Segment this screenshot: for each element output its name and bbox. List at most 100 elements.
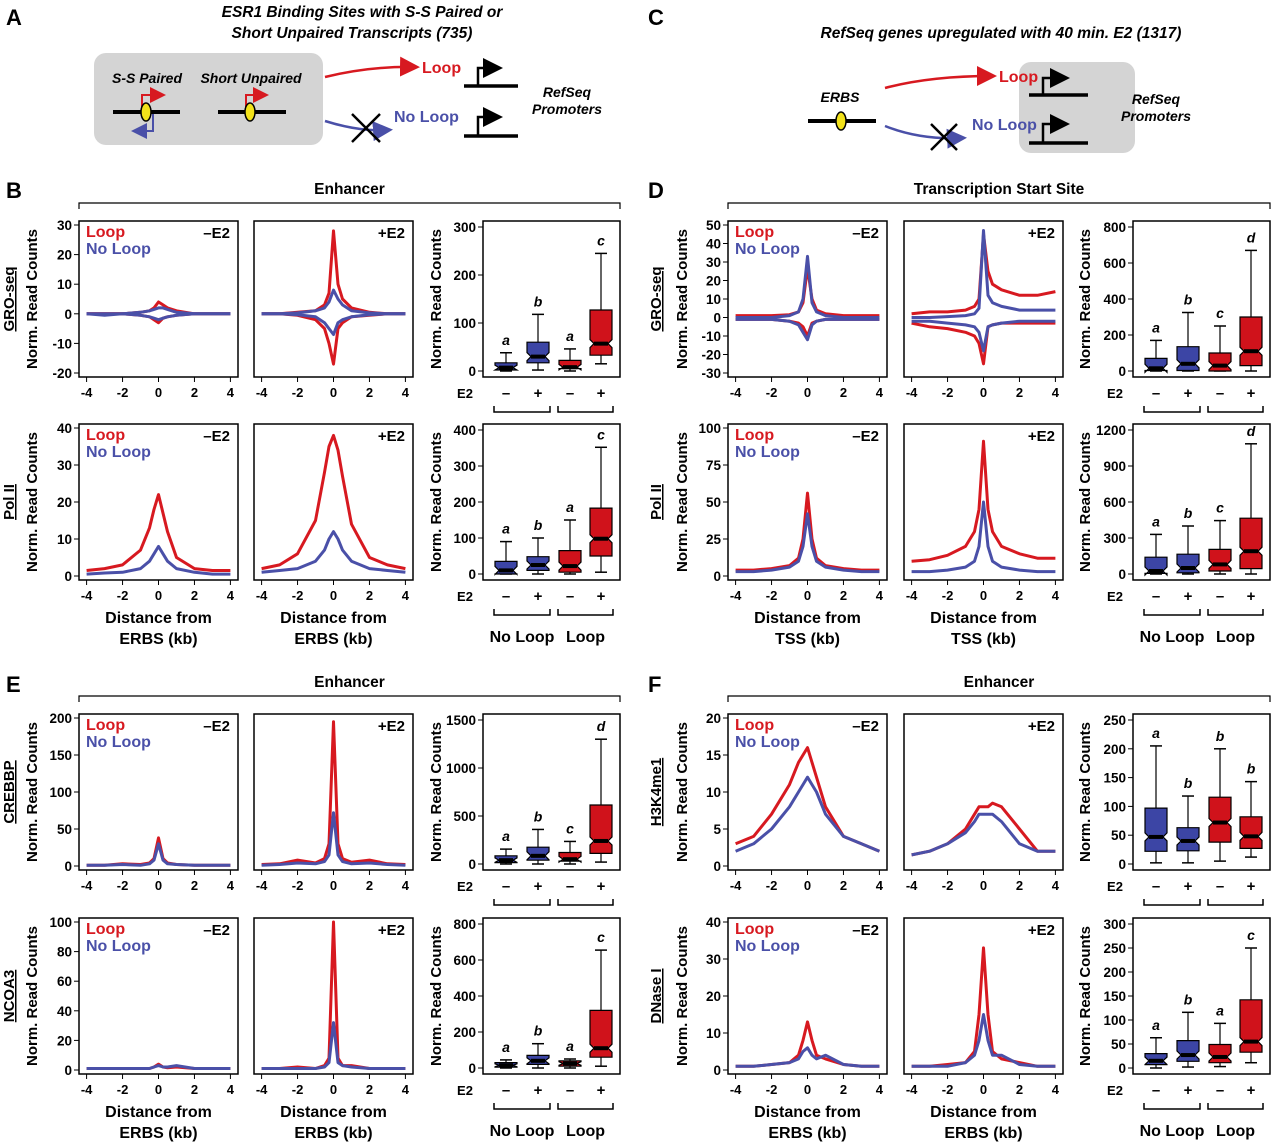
- x-tick-label: 0: [980, 878, 987, 893]
- group-label: No Loop: [1140, 629, 1205, 646]
- y-tick-label: 100: [453, 531, 476, 546]
- x-axis-label: Distance from: [754, 1104, 861, 1121]
- significance-letter: a: [502, 521, 510, 537]
- y-axis-label: Norm. Read Counts: [674, 229, 691, 369]
- e2-sign: –: [502, 878, 510, 895]
- condition-label: +E2: [378, 428, 405, 445]
- legend-loop: Loop: [86, 717, 125, 734]
- e2-sign: –: [1152, 385, 1160, 402]
- x-tick-label: 2: [840, 1082, 847, 1097]
- y-tick-label: 75: [706, 458, 722, 473]
- significance-letter: c: [597, 929, 605, 945]
- x-tick-label: -2: [766, 385, 778, 400]
- series-line-no-loop: [911, 1013, 1056, 1068]
- x-axis-label: Distance from: [930, 1104, 1037, 1121]
- legend-loop: Loop: [735, 224, 774, 241]
- x-tick-label: 4: [227, 588, 235, 603]
- x-tick-label: 2: [366, 588, 373, 603]
- promoter-icon: [1029, 114, 1088, 145]
- significance-letter: b: [1184, 991, 1193, 1007]
- box-loop-plus-e2: [1239, 999, 1263, 1053]
- significance-letter: b: [534, 1023, 543, 1039]
- y-tick-label: 30: [706, 255, 721, 270]
- x-tick-label: 4: [876, 385, 884, 400]
- y-tick-label: 0: [1118, 364, 1126, 379]
- group-bracket: [557, 406, 614, 413]
- y-tick-label: 20: [706, 989, 721, 1004]
- x-tick-label: 0: [155, 588, 162, 603]
- x-tick-label: 2: [840, 588, 847, 603]
- e2-sign: +: [534, 1082, 543, 1099]
- x-tick-label: 2: [1016, 878, 1023, 893]
- panel-label: F: [648, 672, 661, 697]
- e2-sign: –: [566, 878, 574, 895]
- x-tick-label: -2: [117, 1082, 129, 1097]
- significance-letter: c: [597, 232, 605, 248]
- y-tick-label: 150: [1103, 989, 1126, 1004]
- y-tick-label: 30: [57, 458, 72, 473]
- e2-sign: +: [597, 1082, 606, 1099]
- plot-frame: [78, 220, 239, 378]
- promoter-group-box: [1019, 62, 1135, 153]
- series-line-no-loop-antisense: [86, 312, 231, 322]
- y-axis-label: Norm. Read Counts: [24, 432, 41, 572]
- x-tick-label: 4: [876, 588, 884, 603]
- e2-sign: +: [1247, 878, 1256, 895]
- y-tick-label: 100: [49, 915, 72, 930]
- y-tick-label: 30: [706, 952, 721, 967]
- e2-label: E2: [457, 1083, 473, 1098]
- e2-label: E2: [457, 879, 473, 894]
- y-axis-label: Norm. Read Counts: [428, 229, 445, 369]
- boxplot: Norm. Read Counts 0 200 400 600 800 E2 a – b + c – d +: [1077, 220, 1271, 413]
- y-tick-label: 400: [453, 989, 476, 1004]
- x-tick-label: -4: [81, 878, 93, 893]
- chart-row-f-h3k4me1: F Enhancer Norm. Read Counts H3K4me1 0 5 10 15 2…: [648, 672, 1271, 906]
- y-tick-label: 40: [57, 1004, 72, 1019]
- series-line-no-loop-antisense: [911, 319, 1056, 353]
- y-tick-label: 250: [1103, 713, 1126, 728]
- panel-a-title-line2: Short Unpaired Transcripts (735): [232, 25, 473, 42]
- assay-label: GRO-seq: [648, 266, 665, 331]
- e2-sign: –: [1216, 588, 1224, 605]
- e2-label: E2: [457, 589, 473, 604]
- x-tick-label: 0: [330, 385, 337, 400]
- x-tick-label: -2: [942, 588, 954, 603]
- y-tick-label: 0: [1118, 567, 1126, 582]
- e2-label: E2: [1107, 386, 1123, 401]
- x-tick-label: 0: [804, 1082, 811, 1097]
- condition-label: +E2: [1028, 225, 1055, 242]
- condition-label: –E2: [852, 922, 879, 939]
- panel-c-title: RefSeq genes upregulated with 40 min. E2…: [821, 25, 1182, 42]
- y-axis-label: Norm. Read Counts: [674, 926, 691, 1066]
- promoters-label-line2: Promoters: [532, 101, 602, 117]
- box-loop-plus-e2: [589, 804, 613, 855]
- y-tick-label: 0: [64, 1063, 72, 1078]
- y-tick-label: 600: [453, 953, 476, 968]
- x-tick-label: 0: [804, 385, 811, 400]
- x-tick-label: 0: [980, 1082, 987, 1097]
- y-tick-label: 0: [468, 364, 476, 379]
- erbs-label: ERBS: [821, 89, 861, 105]
- x-tick-label: -4: [256, 878, 268, 893]
- legend-loop: Loop: [86, 921, 125, 938]
- x-tick-label: -2: [117, 878, 129, 893]
- y-tick-label: 50: [706, 495, 721, 510]
- e2-sign: –: [1152, 588, 1160, 605]
- e2-sign: +: [1247, 588, 1256, 605]
- e2-sign: +: [1184, 1082, 1193, 1099]
- y-axis-label: Norm. Read Counts: [428, 926, 445, 1066]
- series-line-no-loop: [911, 500, 1056, 574]
- series-line-loop: [911, 439, 1056, 563]
- y-tick-label: 10: [706, 1026, 721, 1041]
- y-tick-label: 200: [49, 711, 72, 726]
- y-tick-label: 0: [1118, 857, 1126, 872]
- plot-frame: [903, 917, 1064, 1075]
- group-bracket: [1207, 899, 1264, 906]
- e2-sign: +: [597, 385, 606, 402]
- profile-plot-plus-e2: -4 -2 0 2 4 +E2: [903, 713, 1064, 893]
- assay-label: NCOA3: [1, 970, 18, 1023]
- short-unpaired-label: Short Unpaired: [200, 70, 302, 86]
- x-tick-label: -2: [292, 385, 304, 400]
- x-axis-label: ERBS (kb): [294, 631, 372, 648]
- transcript-group-box: [94, 53, 323, 145]
